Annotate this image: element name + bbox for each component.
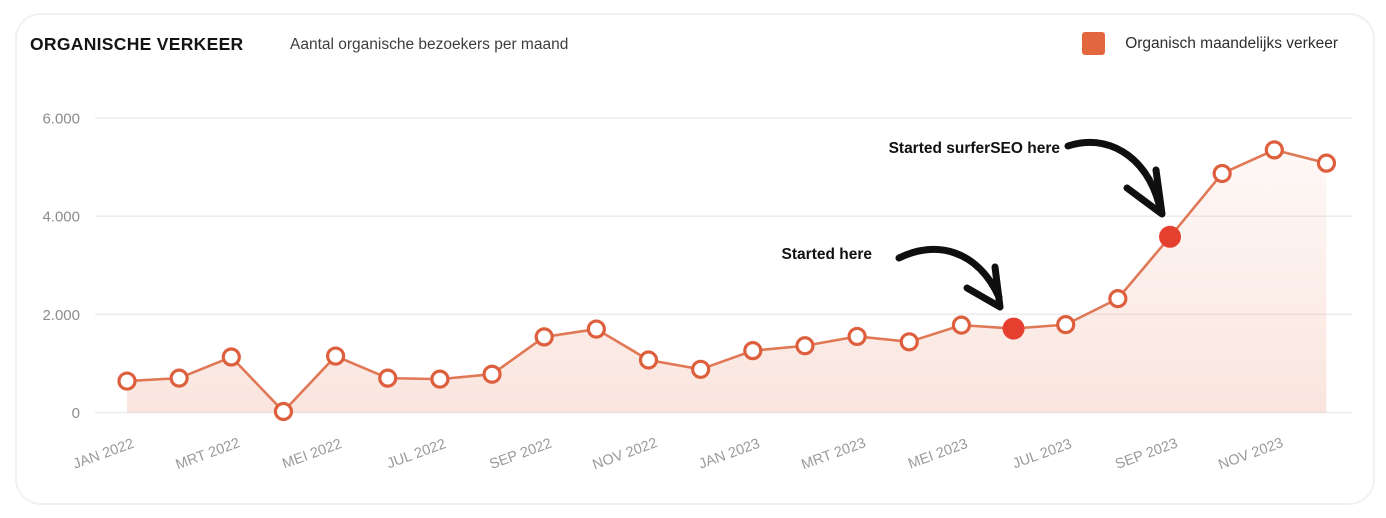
x-tick-label: MEI 2022 — [280, 436, 344, 472]
data-point-marker — [1108, 289, 1128, 309]
data-point-marker — [795, 336, 815, 356]
x-tick-label: MRT 2022 — [174, 435, 243, 473]
data-point-marker — [117, 371, 137, 391]
legend-swatch-icon — [1082, 32, 1106, 55]
data-point-marker — [378, 368, 398, 388]
data-point-marker — [743, 341, 763, 361]
annotation-arrowhead — [963, 263, 1004, 311]
chart-title: ORGANISCHE VERKEER — [30, 34, 244, 54]
annotation-arrow — [1064, 138, 1163, 208]
legend: Organisch maandelijks verkeer — [1082, 32, 1338, 55]
x-tick-label: NOV 2023 — [1216, 435, 1285, 473]
x-tick-label: SEP 2022 — [488, 436, 555, 473]
highlight-marker — [1159, 225, 1181, 248]
data-point-marker — [847, 326, 867, 347]
y-tick-label: 2.000 — [42, 307, 80, 324]
y-tick-label: 0 — [72, 405, 80, 422]
annotation-label: Started here — [782, 246, 873, 263]
x-tick-label: JAN 2022 — [71, 436, 136, 473]
y-tick-label: 6.000 — [42, 111, 80, 128]
x-tick-label: MEI 2023 — [906, 436, 970, 472]
data-point-marker — [638, 350, 659, 370]
data-point-marker — [691, 359, 711, 379]
chart-card — [15, 13, 1375, 505]
data-point-marker — [482, 364, 502, 384]
data-point-marker — [951, 315, 972, 335]
legend-label: Organisch maandelijks verkeer — [1125, 34, 1338, 52]
annotation-arrowhead — [1123, 166, 1166, 218]
data-point-marker — [534, 327, 554, 347]
data-point-marker — [326, 346, 346, 366]
x-tick-label: NOV 2022 — [591, 435, 660, 473]
data-point-marker — [273, 401, 294, 422]
chart-subtitle: Aantal organische bezoekers per maand — [290, 36, 569, 53]
data-point-marker — [1212, 163, 1232, 184]
data-point-marker — [899, 332, 919, 352]
y-tick-label: 4.000 — [42, 209, 80, 226]
x-tick-label: JAN 2023 — [697, 436, 762, 473]
data-point-marker — [1264, 140, 1284, 160]
x-tick-label: MRT 2023 — [799, 435, 868, 473]
data-point-marker — [1056, 315, 1076, 335]
x-tick-label: SEP 2023 — [1113, 436, 1180, 473]
data-point-marker — [430, 369, 450, 389]
data-point-marker — [586, 319, 606, 339]
annotation-label: Started surferSEO here — [889, 140, 1061, 157]
highlight-marker — [1002, 317, 1025, 340]
data-point-marker — [221, 347, 241, 367]
area-fill — [127, 149, 1327, 413]
x-tick-label: JUL 2022 — [385, 436, 448, 472]
annotation-arrow — [895, 245, 1003, 301]
x-tick-label: JUL 2023 — [1011, 436, 1074, 472]
data-point-marker — [169, 368, 189, 388]
trend-line — [126, 148, 1327, 414]
data-point-marker — [1316, 153, 1337, 173]
